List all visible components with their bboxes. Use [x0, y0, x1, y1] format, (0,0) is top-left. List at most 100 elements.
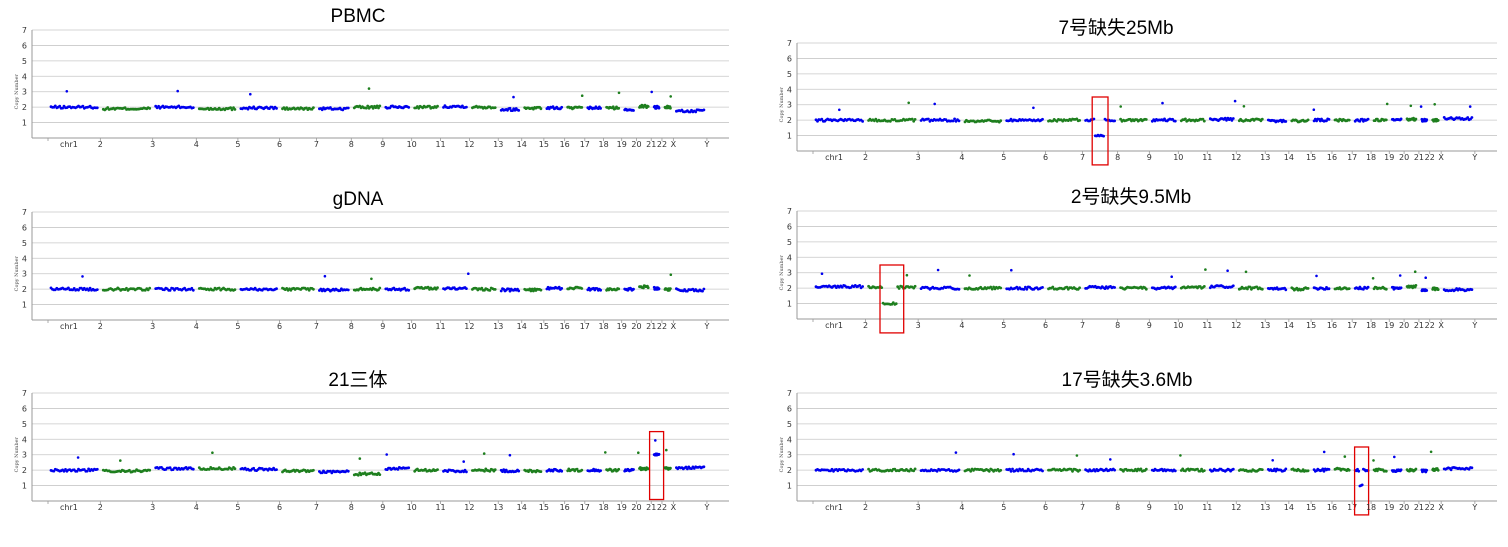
outlier-point	[367, 87, 371, 90]
data-point	[1384, 287, 1388, 291]
x-tick-label: 11	[435, 322, 445, 331]
outlier-point	[1468, 105, 1472, 108]
data-point	[1306, 469, 1310, 473]
data-point	[539, 107, 543, 111]
data-point	[694, 110, 698, 114]
data-point	[229, 106, 233, 110]
x-tick-label: 16	[560, 322, 570, 331]
data-point	[1078, 468, 1081, 472]
x-tick-label: 6	[1043, 321, 1048, 330]
data-point	[1425, 468, 1429, 472]
x-tick-label: 18	[1366, 503, 1376, 512]
data-point	[617, 106, 621, 110]
x-tick-label: Y	[1471, 153, 1477, 162]
data-point	[88, 286, 92, 290]
outlier-point	[1170, 275, 1173, 279]
data-point	[61, 106, 64, 110]
x-tick-label: 18	[598, 503, 608, 512]
data-point	[889, 119, 892, 123]
x-tick-label: X	[671, 503, 677, 512]
x-tick-label: 22	[1425, 503, 1435, 512]
x-tick-label: 12	[464, 322, 474, 331]
y-tick-label: 3	[22, 451, 27, 460]
x-tick-label: 14	[517, 503, 527, 512]
outlier-point	[1371, 277, 1375, 280]
x-tick-label: 10	[407, 503, 417, 512]
data-point	[1360, 483, 1364, 487]
x-tick-label: X	[1438, 503, 1444, 512]
x-tick-label: 16	[1327, 153, 1337, 162]
x-tick-label: 6	[277, 322, 282, 331]
outlier-point	[637, 451, 640, 455]
data-point	[913, 467, 917, 471]
x-tick-label: 20	[631, 322, 641, 331]
data-point	[830, 467, 834, 471]
x-tick-label: 11	[435, 140, 445, 149]
data-point	[642, 286, 645, 290]
data-point	[1231, 117, 1235, 120]
data-point	[403, 286, 406, 290]
y-tick-label: 6	[787, 404, 792, 413]
data-point	[312, 106, 315, 109]
x-tick-label: 12	[1231, 321, 1241, 330]
data-point	[106, 106, 110, 109]
data-point	[493, 468, 497, 472]
data-point	[702, 287, 706, 291]
data-point	[1327, 468, 1331, 471]
outlier-point	[968, 274, 971, 277]
data-point	[508, 106, 512, 110]
x-tick-label: X	[671, 140, 677, 149]
x-tick-label: 18	[1366, 321, 1376, 330]
x-tick-label: 2	[863, 153, 868, 162]
outlier-point	[1109, 458, 1112, 461]
data-point	[702, 465, 706, 469]
outlier-point	[1119, 105, 1122, 108]
data-point	[371, 106, 375, 110]
x-tick-label: 10	[1173, 503, 1183, 512]
data-point	[1347, 468, 1351, 472]
data-point	[190, 286, 194, 290]
data-point	[465, 470, 468, 474]
abnormal-region-box	[879, 264, 905, 334]
data-point	[230, 468, 234, 471]
x-tick-label: 14	[1284, 503, 1294, 512]
x-tick-label: 12	[1231, 503, 1241, 512]
x-tick-label: 15	[1306, 503, 1316, 512]
data-point	[1113, 468, 1116, 472]
x-tick-label: 15	[539, 503, 549, 512]
data-point	[378, 286, 382, 290]
y-tick-label: 1	[22, 482, 27, 491]
x-tick-label: 4	[959, 153, 964, 162]
x-tick-label: 17	[1347, 153, 1357, 162]
x-tick-label: 21	[1414, 153, 1424, 162]
data-point	[539, 470, 543, 473]
x-tick-label: 6	[1043, 153, 1048, 162]
outlier-point	[176, 89, 179, 93]
outlier-point	[1419, 105, 1423, 108]
x-tick-label: 16	[1327, 321, 1337, 330]
data-point	[880, 286, 884, 289]
data-point	[81, 104, 85, 108]
data-point	[1103, 287, 1107, 290]
x-tick-label: 11	[1202, 503, 1212, 512]
x-tick-label: 19	[1384, 321, 1394, 330]
x-tick-label: 6	[1043, 503, 1048, 512]
data-point	[1223, 116, 1227, 120]
data-point	[1173, 285, 1177, 289]
data-point	[1260, 287, 1264, 291]
x-tick-label: 8	[349, 140, 354, 149]
outlier-point	[1409, 104, 1413, 108]
data-point	[1071, 469, 1074, 473]
data-point	[233, 108, 237, 111]
x-tick-label: 21	[646, 503, 656, 512]
data-point	[551, 105, 555, 109]
x-tick-label: 9	[1147, 503, 1152, 512]
data-point	[1198, 469, 1202, 473]
y-tick-label: 2	[787, 284, 792, 293]
data-point	[85, 469, 89, 473]
x-tick-label: 3	[916, 153, 921, 162]
x-tick-label: Y	[703, 503, 709, 512]
data-point	[913, 118, 917, 121]
x-tick-label: 20	[631, 503, 641, 512]
outlier-point	[1179, 454, 1182, 457]
